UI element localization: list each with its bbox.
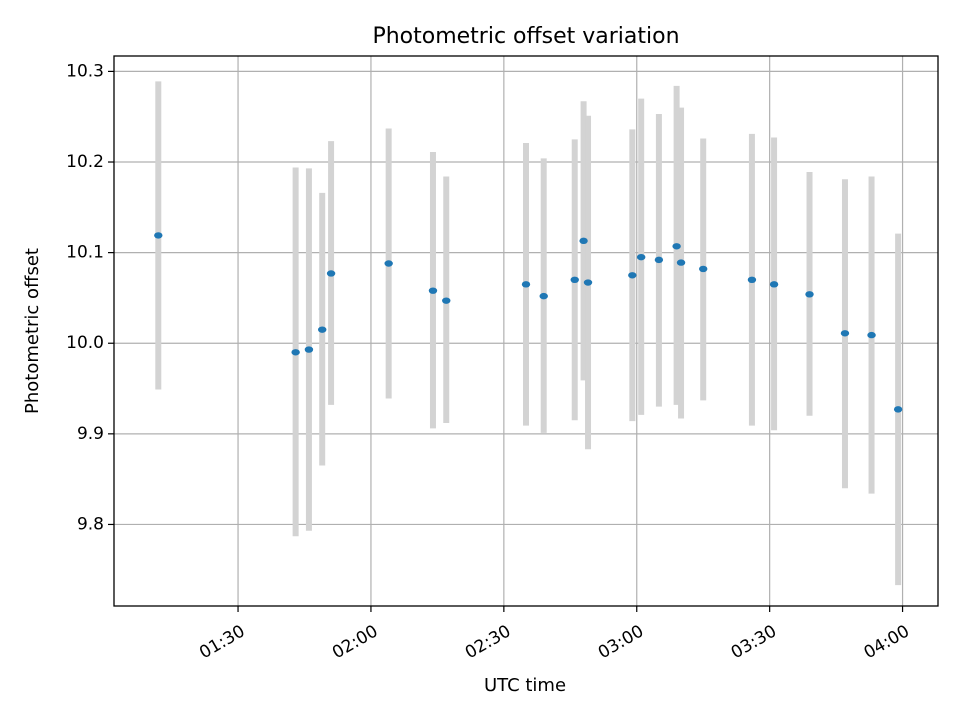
data-point [654, 256, 664, 264]
data-point [291, 349, 300, 356]
y-tick-label: 10.0 [66, 333, 104, 353]
data-point [384, 260, 393, 267]
data-point [747, 276, 757, 284]
data-point [676, 259, 686, 266]
data-point [318, 326, 327, 333]
plot-frame [113, 55, 939, 607]
data-point [672, 243, 681, 250]
data-point [840, 330, 850, 337]
y-tick-label: 10.1 [66, 243, 104, 263]
y-tick-label: 9.9 [77, 424, 104, 444]
data-point [521, 281, 531, 288]
chart-title: Photometric offset variation [372, 24, 679, 49]
data-point [805, 291, 814, 298]
data-points [154, 232, 903, 413]
data-point [570, 276, 579, 284]
data-point [583, 279, 593, 286]
data-point [867, 331, 876, 339]
data-point [428, 287, 438, 294]
data-point [769, 281, 779, 288]
y-tick-label: 10.3 [66, 61, 104, 81]
data-point [539, 292, 548, 300]
y-tick-label: 10.2 [66, 152, 104, 172]
data-point [628, 272, 637, 279]
data-point [442, 297, 451, 304]
data-point [699, 265, 708, 273]
data-point [304, 346, 314, 353]
x-axis-label: UTC time [484, 675, 566, 696]
data-point [579, 237, 588, 245]
data-point [893, 406, 903, 413]
y-tick-label: 9.8 [77, 514, 104, 534]
data-point [636, 253, 646, 261]
data-point [154, 232, 163, 239]
y-axis-label: Photometric offset [22, 248, 43, 414]
data-point [326, 270, 336, 277]
y-axis: 9.8 9.9 10.0 10.1 10.2 10.3 [66, 61, 114, 534]
